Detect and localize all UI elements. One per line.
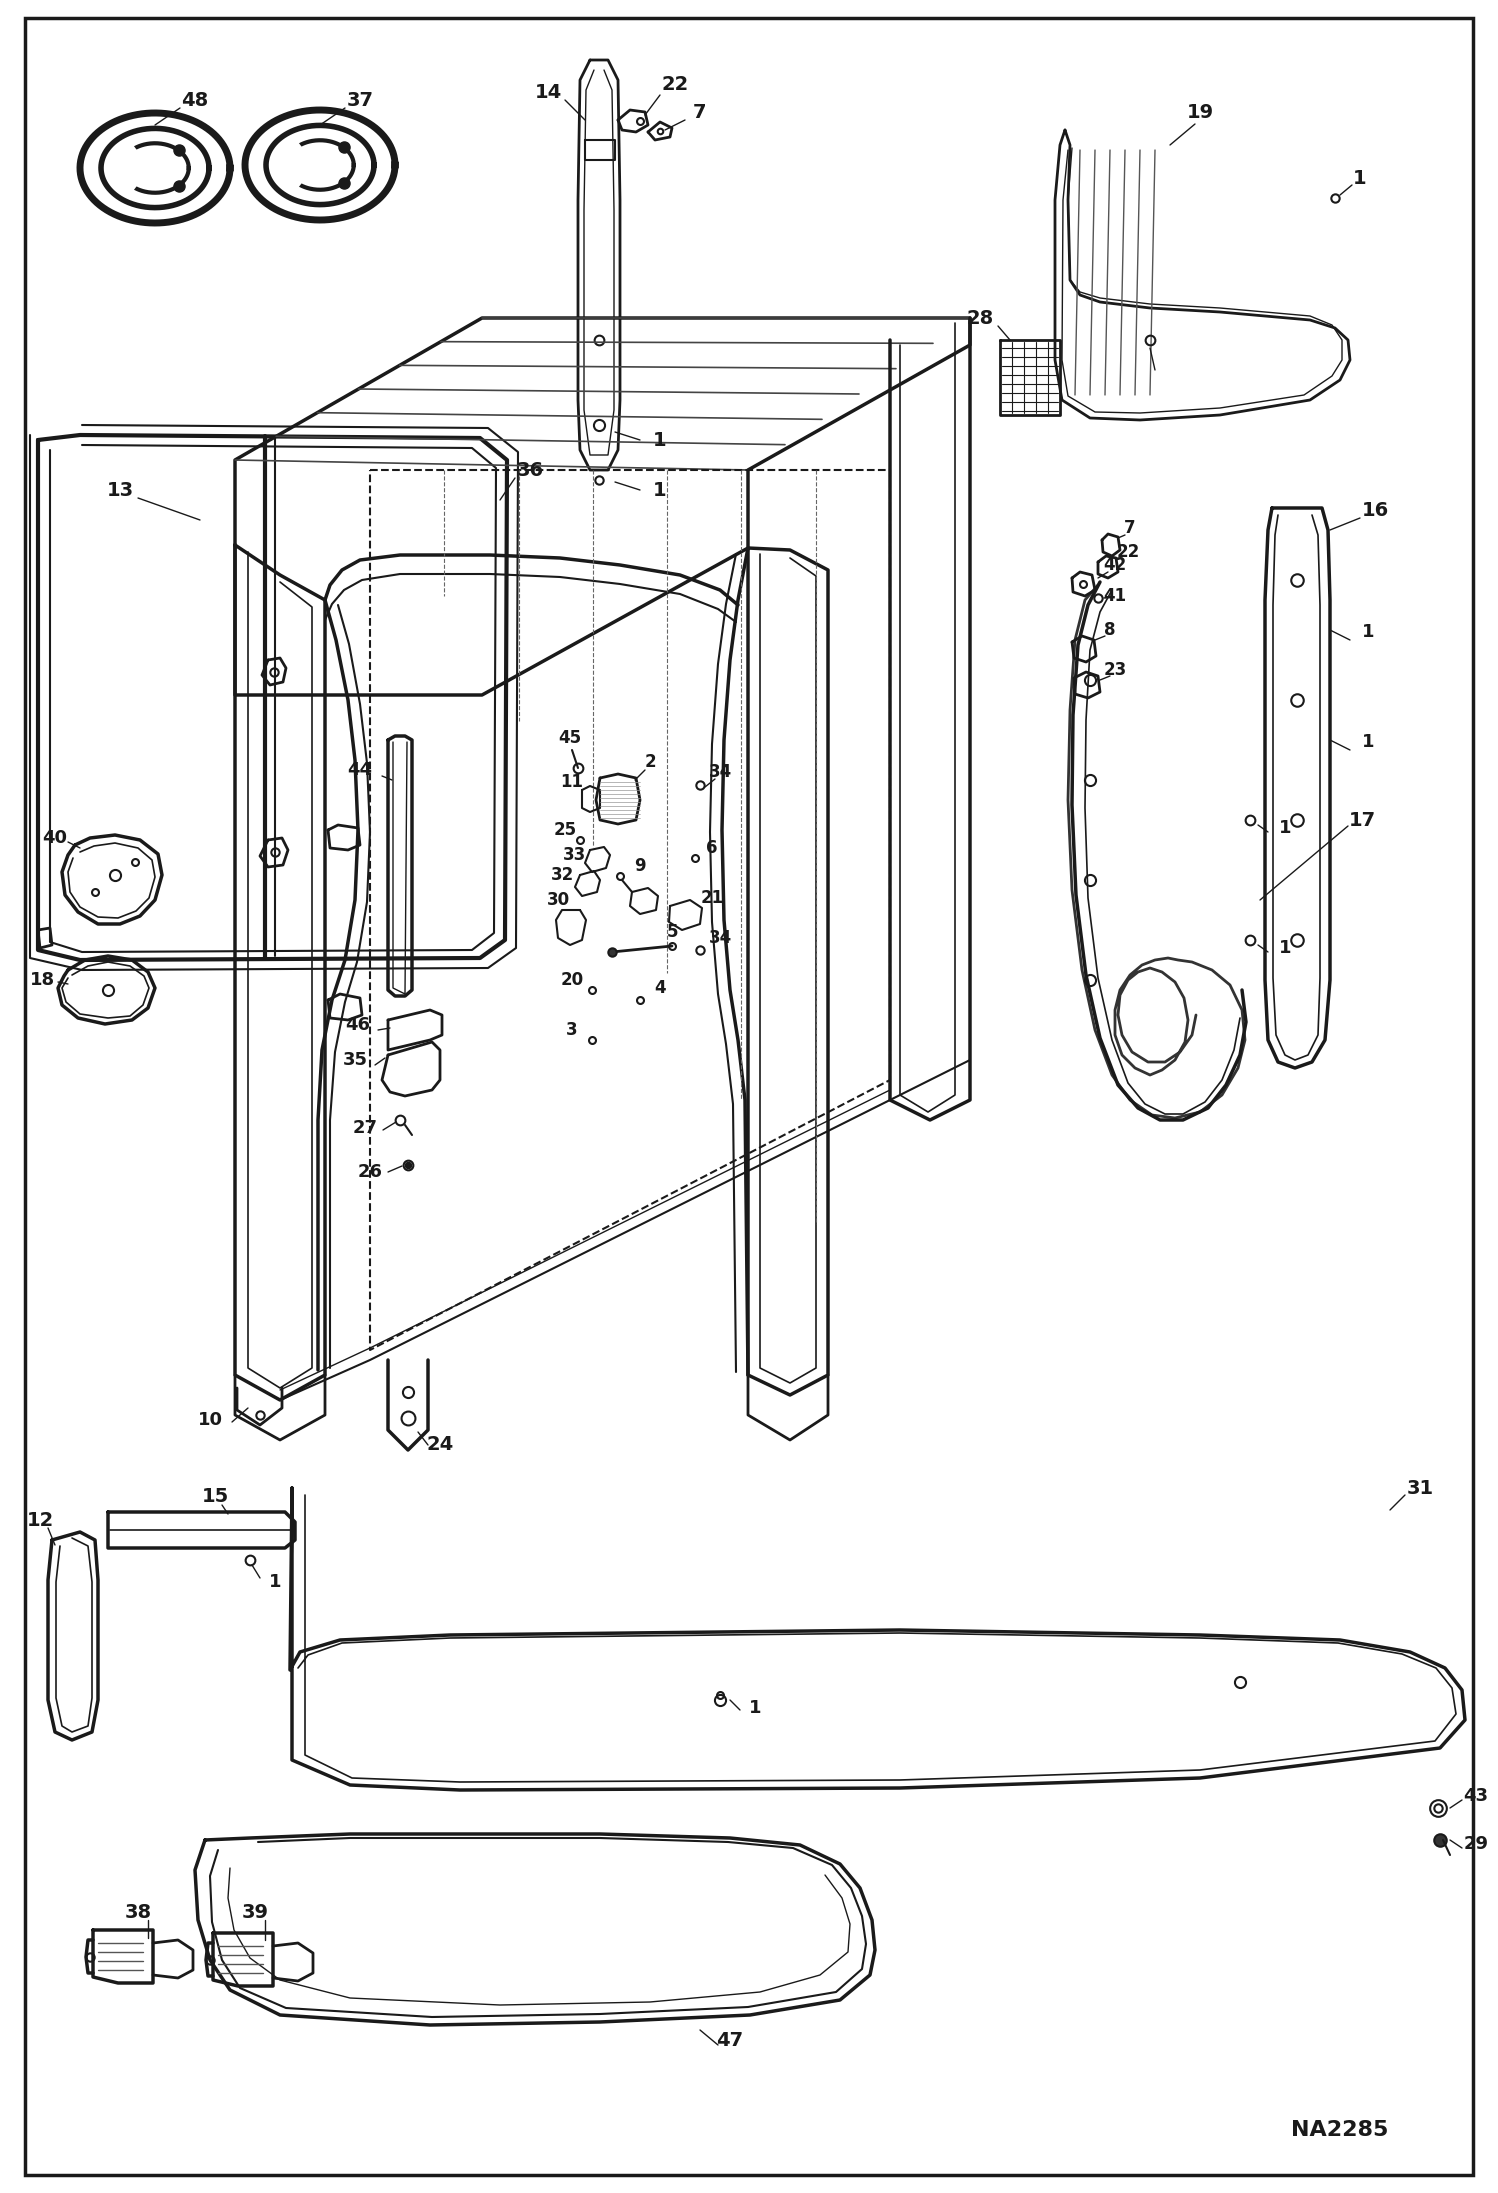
Text: 34: 34 [709,763,731,781]
Text: 1: 1 [653,480,667,500]
Text: 7: 7 [1124,520,1135,537]
Text: 31: 31 [1407,1478,1434,1498]
Text: 23: 23 [1104,660,1126,680]
Text: 30: 30 [547,890,569,910]
Text: 1: 1 [1279,939,1291,956]
Text: 1: 1 [653,430,667,450]
Text: 40: 40 [42,829,67,846]
Text: 15: 15 [201,1487,229,1507]
Text: 13: 13 [106,480,133,500]
Text: 1: 1 [1353,169,1366,186]
Text: 36: 36 [517,461,544,480]
Text: 25: 25 [553,820,577,840]
Text: 1: 1 [268,1572,282,1590]
Text: 34: 34 [709,930,731,947]
Text: 24: 24 [427,1436,454,1454]
Text: 1: 1 [749,1700,761,1717]
Text: 16: 16 [1362,500,1389,520]
Text: 43: 43 [1464,1787,1489,1805]
Text: 8: 8 [1104,621,1116,638]
Text: 27: 27 [352,1118,377,1136]
Text: 26: 26 [358,1162,382,1182]
Text: 4: 4 [655,978,665,998]
Text: 6: 6 [706,840,718,857]
Text: 19: 19 [1186,103,1213,121]
Text: 18: 18 [30,971,54,989]
Text: 22: 22 [1116,544,1140,561]
Text: 21: 21 [701,888,724,908]
Text: 47: 47 [716,2031,743,2050]
Text: 9: 9 [634,857,646,875]
Text: 37: 37 [346,90,373,110]
Text: 41: 41 [1104,588,1126,605]
Text: 1: 1 [1279,818,1291,838]
Text: 7: 7 [694,103,707,121]
Text: 28: 28 [966,309,993,327]
Text: 29: 29 [1464,1836,1489,1853]
Text: 2: 2 [644,752,656,772]
Text: 32: 32 [551,866,575,884]
Text: 45: 45 [559,728,581,748]
Text: 12: 12 [27,1511,54,1529]
Text: 10: 10 [198,1410,223,1430]
Text: 46: 46 [346,1015,370,1035]
Text: 5: 5 [667,923,677,941]
Text: 1: 1 [1362,732,1374,750]
Text: 33: 33 [563,846,587,864]
Text: 44: 44 [348,761,373,779]
Text: 11: 11 [560,772,584,792]
Text: NA2285: NA2285 [1291,2121,1389,2140]
Text: 3: 3 [566,1022,578,1039]
Text: 17: 17 [1348,811,1375,829]
Text: 42: 42 [1104,557,1126,575]
Text: 39: 39 [241,1904,268,1921]
Text: 14: 14 [535,83,562,101]
Text: 20: 20 [560,971,584,989]
Text: 22: 22 [662,75,689,94]
Text: 35: 35 [343,1050,367,1068]
Text: 1: 1 [1362,623,1374,640]
Text: 48: 48 [181,90,208,110]
Text: 38: 38 [124,1904,151,1921]
